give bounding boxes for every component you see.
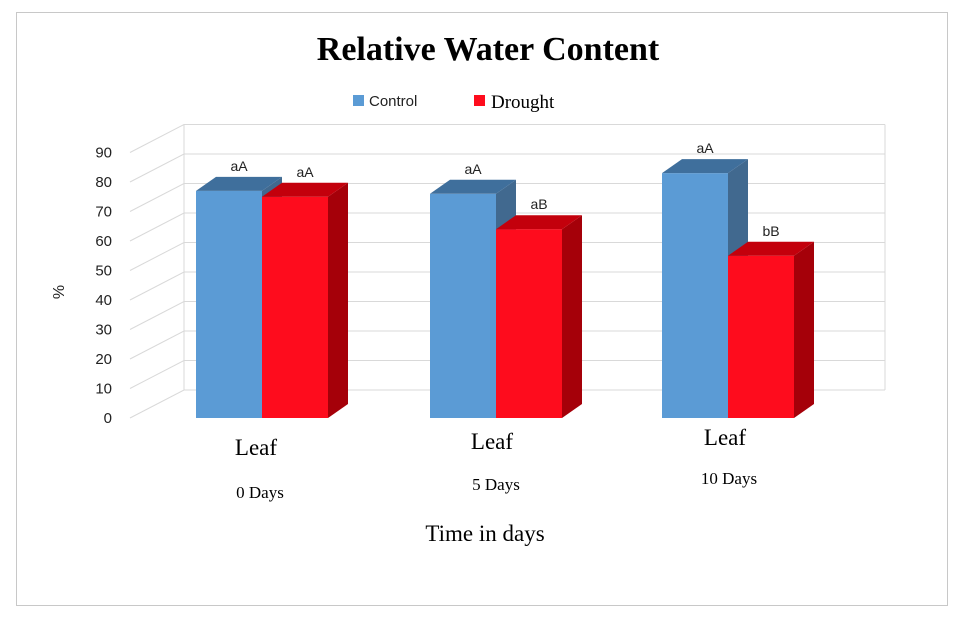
x-axis-categories: Leaf 0 Days Leaf 5 Days Leaf 10 Days <box>235 425 757 502</box>
bar-top <box>196 176 282 191</box>
data-label: aB <box>530 196 547 212</box>
x-category-sublabel: 10 Days <box>701 469 757 488</box>
y-tick-label: 20 <box>95 351 112 368</box>
data-label: aA <box>696 140 714 156</box>
x-axis-label: Time in days <box>425 521 544 546</box>
data-label: aA <box>296 164 314 180</box>
y-tick-label: 70 <box>95 204 112 221</box>
data-label: aA <box>230 158 248 174</box>
bar <box>262 196 328 418</box>
y-tick-label: 40 <box>95 292 112 309</box>
y-axis-label: % <box>51 285 68 299</box>
chart-title: Relative Water Content <box>317 31 660 68</box>
bar-top <box>430 179 516 194</box>
legend-label-control: Control <box>369 93 417 110</box>
gridlines <box>129 124 886 419</box>
y-tick-label: 80 <box>95 174 112 191</box>
bar-side <box>562 215 582 418</box>
legend-label-drought: Drought <box>491 92 555 113</box>
data-label: aA <box>464 161 482 177</box>
bar-top <box>262 182 348 197</box>
bar <box>728 255 794 418</box>
bar-top <box>728 241 814 256</box>
x-category-label: Leaf <box>704 425 746 450</box>
x-category-sublabel: 5 Days <box>472 475 520 494</box>
data-labels: aA aA aA aB aA bB <box>230 140 779 239</box>
bar-side <box>794 241 814 418</box>
y-tick-label: 10 <box>95 381 112 398</box>
y-tick-label: 30 <box>95 322 112 339</box>
legend-swatch-control <box>353 95 364 106</box>
x-category-sublabel: 0 Days <box>236 483 284 502</box>
y-tick-label: 90 <box>95 145 112 162</box>
gridline <box>129 124 885 153</box>
bar <box>662 173 728 418</box>
bar <box>430 193 496 418</box>
legend-swatch-drought <box>474 95 485 106</box>
bars <box>196 159 814 418</box>
bar <box>196 190 262 418</box>
bar-top <box>496 215 582 230</box>
x-category-label: Leaf <box>235 435 277 460</box>
y-tick-label: 0 <box>104 410 112 427</box>
y-tick-label: 60 <box>95 233 112 250</box>
legend: Control Drought <box>353 92 555 113</box>
y-tick-label: 50 <box>95 263 112 280</box>
bar <box>496 229 562 418</box>
bar-top <box>662 159 748 174</box>
data-label: bB <box>762 223 779 239</box>
y-axis-ticks: 0 10 20 30 40 50 60 70 80 90 <box>95 145 112 428</box>
x-category-label: Leaf <box>471 429 513 454</box>
bar-side <box>328 182 348 418</box>
